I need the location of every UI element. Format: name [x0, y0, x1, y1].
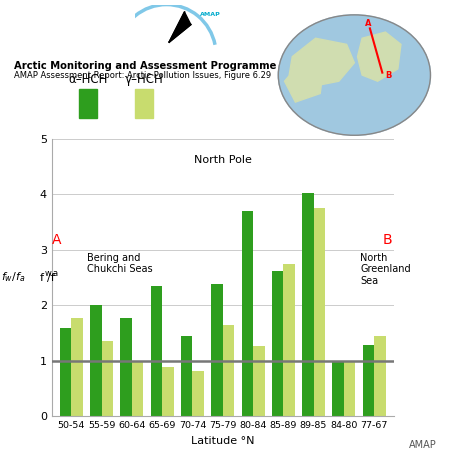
Text: /f: /f	[47, 273, 55, 283]
Bar	[132, 361, 144, 416]
Bar	[374, 336, 386, 416]
Bar	[272, 271, 284, 416]
Polygon shape	[169, 12, 191, 42]
Bar	[102, 341, 113, 416]
Bar	[253, 346, 265, 416]
Text: A: A	[52, 233, 61, 247]
Bar	[314, 208, 325, 416]
Polygon shape	[357, 32, 401, 81]
Bar	[121, 318, 132, 416]
Bar	[72, 318, 83, 416]
Text: α–HCH: α–HCH	[68, 73, 108, 86]
X-axis label: Latitude °N: Latitude °N	[191, 436, 255, 446]
Text: AMAP Assessment Report: Arctic Pollution Issues, Figure 6.29: AMAP Assessment Report: Arctic Pollution…	[14, 71, 270, 80]
Bar	[223, 325, 234, 416]
Text: B: B	[383, 233, 392, 247]
Text: f: f	[40, 273, 44, 283]
Text: North
Greenland
Sea: North Greenland Sea	[360, 253, 411, 286]
Bar	[302, 193, 314, 416]
Bar	[242, 211, 253, 416]
Polygon shape	[289, 38, 355, 87]
Ellipse shape	[278, 15, 431, 135]
Polygon shape	[284, 63, 323, 102]
Bar	[151, 286, 162, 416]
Text: North Pole: North Pole	[194, 156, 252, 166]
Text: AMAP: AMAP	[200, 12, 220, 17]
Text: w: w	[44, 268, 51, 278]
Bar	[363, 345, 374, 416]
Bar	[90, 305, 102, 416]
Y-axis label: $f_w/f_a$: $f_w/f_a$	[1, 271, 26, 284]
Bar	[344, 361, 356, 416]
Text: a: a	[53, 268, 58, 278]
Text: Arctic Monitoring and Assessment Programme: Arctic Monitoring and Assessment Program…	[14, 61, 276, 71]
Bar	[332, 361, 344, 416]
Bar	[181, 336, 193, 416]
Text: AMAP: AMAP	[409, 440, 436, 450]
Text: γ–HCH: γ–HCH	[125, 73, 163, 86]
Bar	[162, 368, 174, 416]
Bar	[60, 328, 72, 416]
Bar	[284, 264, 295, 416]
Bar	[211, 284, 223, 416]
Bar	[193, 371, 204, 416]
Text: A: A	[365, 19, 372, 28]
Text: B: B	[385, 71, 392, 80]
Text: Bering and
Chukchi Seas: Bering and Chukchi Seas	[86, 253, 152, 274]
